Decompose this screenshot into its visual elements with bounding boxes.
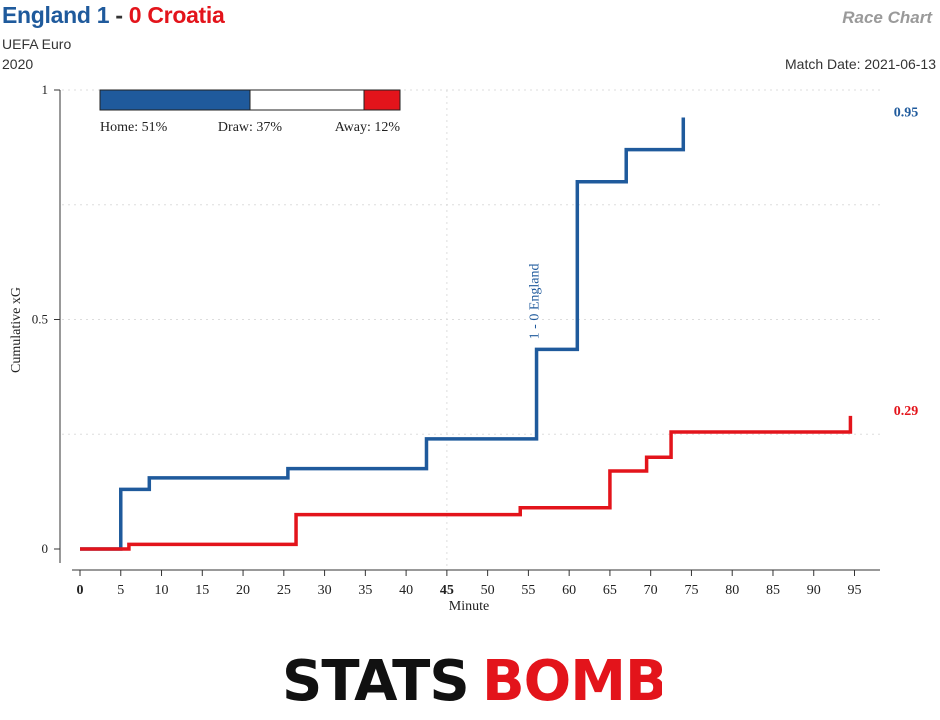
final-xg-label-england: 0.95 <box>894 106 919 121</box>
x-tick-label: 40 <box>399 583 413 598</box>
statsbomb-logo: STATS BOMB <box>282 648 662 708</box>
season-label: 2020 <box>2 56 34 72</box>
x-tick-label: 95 <box>848 583 862 598</box>
series-line-croatia <box>80 415 853 551</box>
x-tick-label: 5 <box>117 583 124 598</box>
y-tick-label: 1 <box>42 82 49 97</box>
home-team-name: England <box>2 2 91 28</box>
series-layer: 0.95 0.29 1 - 0 England <box>80 106 919 551</box>
probability-label-home: Home: 51% <box>100 120 168 135</box>
away-score: 0 <box>128 2 142 28</box>
x-tick-label: 45 <box>440 583 454 598</box>
x-tick-label: 80 <box>725 583 739 598</box>
probability-bar-draw <box>249 89 365 111</box>
logo-text-bomb: BOMB <box>482 649 662 708</box>
probability-bar-home <box>99 89 251 111</box>
chart-header: England 1 - 0 Croatia UEFA Euro 2020 Rac… <box>0 0 940 80</box>
probability-label-draw: Draw: 37% <box>218 120 282 135</box>
score-separator: - <box>115 2 123 28</box>
final-xg-label-croatia: 0.29 <box>894 404 919 419</box>
statsbomb-logo-graphic: STATS BOMB <box>282 649 662 708</box>
grid-layer <box>62 89 880 568</box>
x-tick-label: 60 <box>562 583 576 598</box>
x-tick-label: 35 <box>358 583 372 598</box>
x-tick-label: 90 <box>807 583 821 598</box>
probability-bar: Home: 51% Draw: 37% Away: 12% <box>99 89 401 135</box>
competition-name: UEFA Euro <box>2 36 72 52</box>
home-score: 1 <box>96 2 110 28</box>
x-tick-label: 15 <box>195 583 209 598</box>
chart-kind-label: Race Chart <box>842 8 932 27</box>
x-tick-label: 70 <box>644 583 658 598</box>
x-tick-label: 20 <box>236 583 250 598</box>
x-tick-label: 25 <box>277 583 291 598</box>
probability-label-away: Away: 12% <box>335 120 401 135</box>
race-chart: 00.510 5 10 15 20 25 30 35 40 45 50 55 60 65 70 75 80 85 9… <box>9 82 919 614</box>
axes-layer: 00.510 5 10 15 20 25 30 35 40 45 50 55 60 65 70 75 80 85 9… <box>32 82 880 598</box>
match-title: England 1 - 0 Croatia <box>2 2 225 29</box>
y-tick-label: 0.5 <box>32 312 48 327</box>
x-tick-label: 75 <box>684 583 698 598</box>
probability-bar-away <box>363 89 401 111</box>
x-tick-label: 10 <box>155 583 169 598</box>
match-date: Match Date: 2021-06-13 <box>785 56 936 72</box>
x-axis-label: Minute <box>449 599 489 614</box>
x-tick-label: 30 <box>318 583 332 598</box>
x-tick-label: 55 <box>521 583 535 598</box>
y-tick-label: 0 <box>42 541 49 556</box>
logo-text-stats: STATS <box>282 649 469 708</box>
x-tick-label: 0 <box>77 583 84 598</box>
y-axis-label: Cumulative xG <box>9 287 24 373</box>
x-tick-label: 85 <box>766 583 780 598</box>
x-tick-label: 50 <box>481 583 495 598</box>
x-tick-label: 65 <box>603 583 617 598</box>
goal-annotation: 1 - 0 England <box>528 264 543 340</box>
away-team-name: Croatia <box>147 2 225 28</box>
series-line-england <box>80 117 686 551</box>
